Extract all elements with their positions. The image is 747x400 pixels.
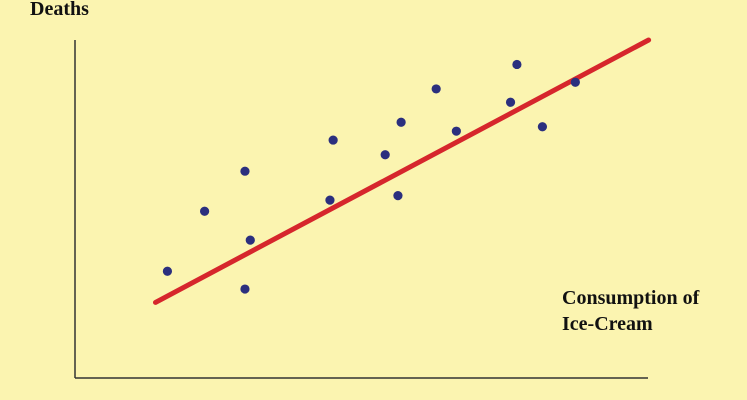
y-axis-label: Deaths [30,0,89,20]
x-axis-label-line-1: Consumption of [562,287,700,309]
data-point-7 [328,135,338,145]
data-point-14 [512,59,522,70]
axes [74,40,648,379]
x-axis-label: Consumption of Ice-Cream [562,285,699,337]
data-point-10 [396,117,406,127]
data-point-5 [245,235,255,245]
data-point-16 [570,77,580,87]
trendline-group [152,37,652,305]
data-point-4 [240,166,250,176]
data-point-13 [505,97,516,107]
data-points [162,59,580,294]
data-point-9 [393,191,403,201]
x-axis-label-line-2: Ice-Cream [562,313,653,335]
data-point-6 [325,195,335,205]
data-point-3 [240,284,250,294]
trendline [152,37,652,305]
data-point-2 [200,206,210,216]
data-point-12 [451,126,461,136]
data-point-1 [162,266,173,276]
data-point-15 [537,122,548,132]
data-point-8 [380,150,390,160]
data-point-11 [431,84,441,94]
